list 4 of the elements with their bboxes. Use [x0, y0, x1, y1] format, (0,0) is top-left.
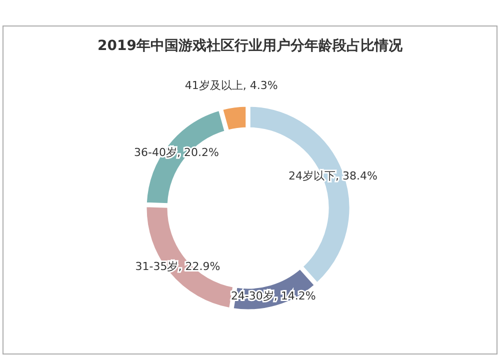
slice-label: 31-35岁, 22.9%: [135, 260, 220, 273]
slice-label: 24岁以下, 38.4%: [288, 170, 378, 183]
chart-title: 2019年中国游戏社区行业用户分年龄段占比情况: [98, 37, 404, 54]
slice-label: 41岁及以上, 4.3%: [184, 79, 278, 92]
